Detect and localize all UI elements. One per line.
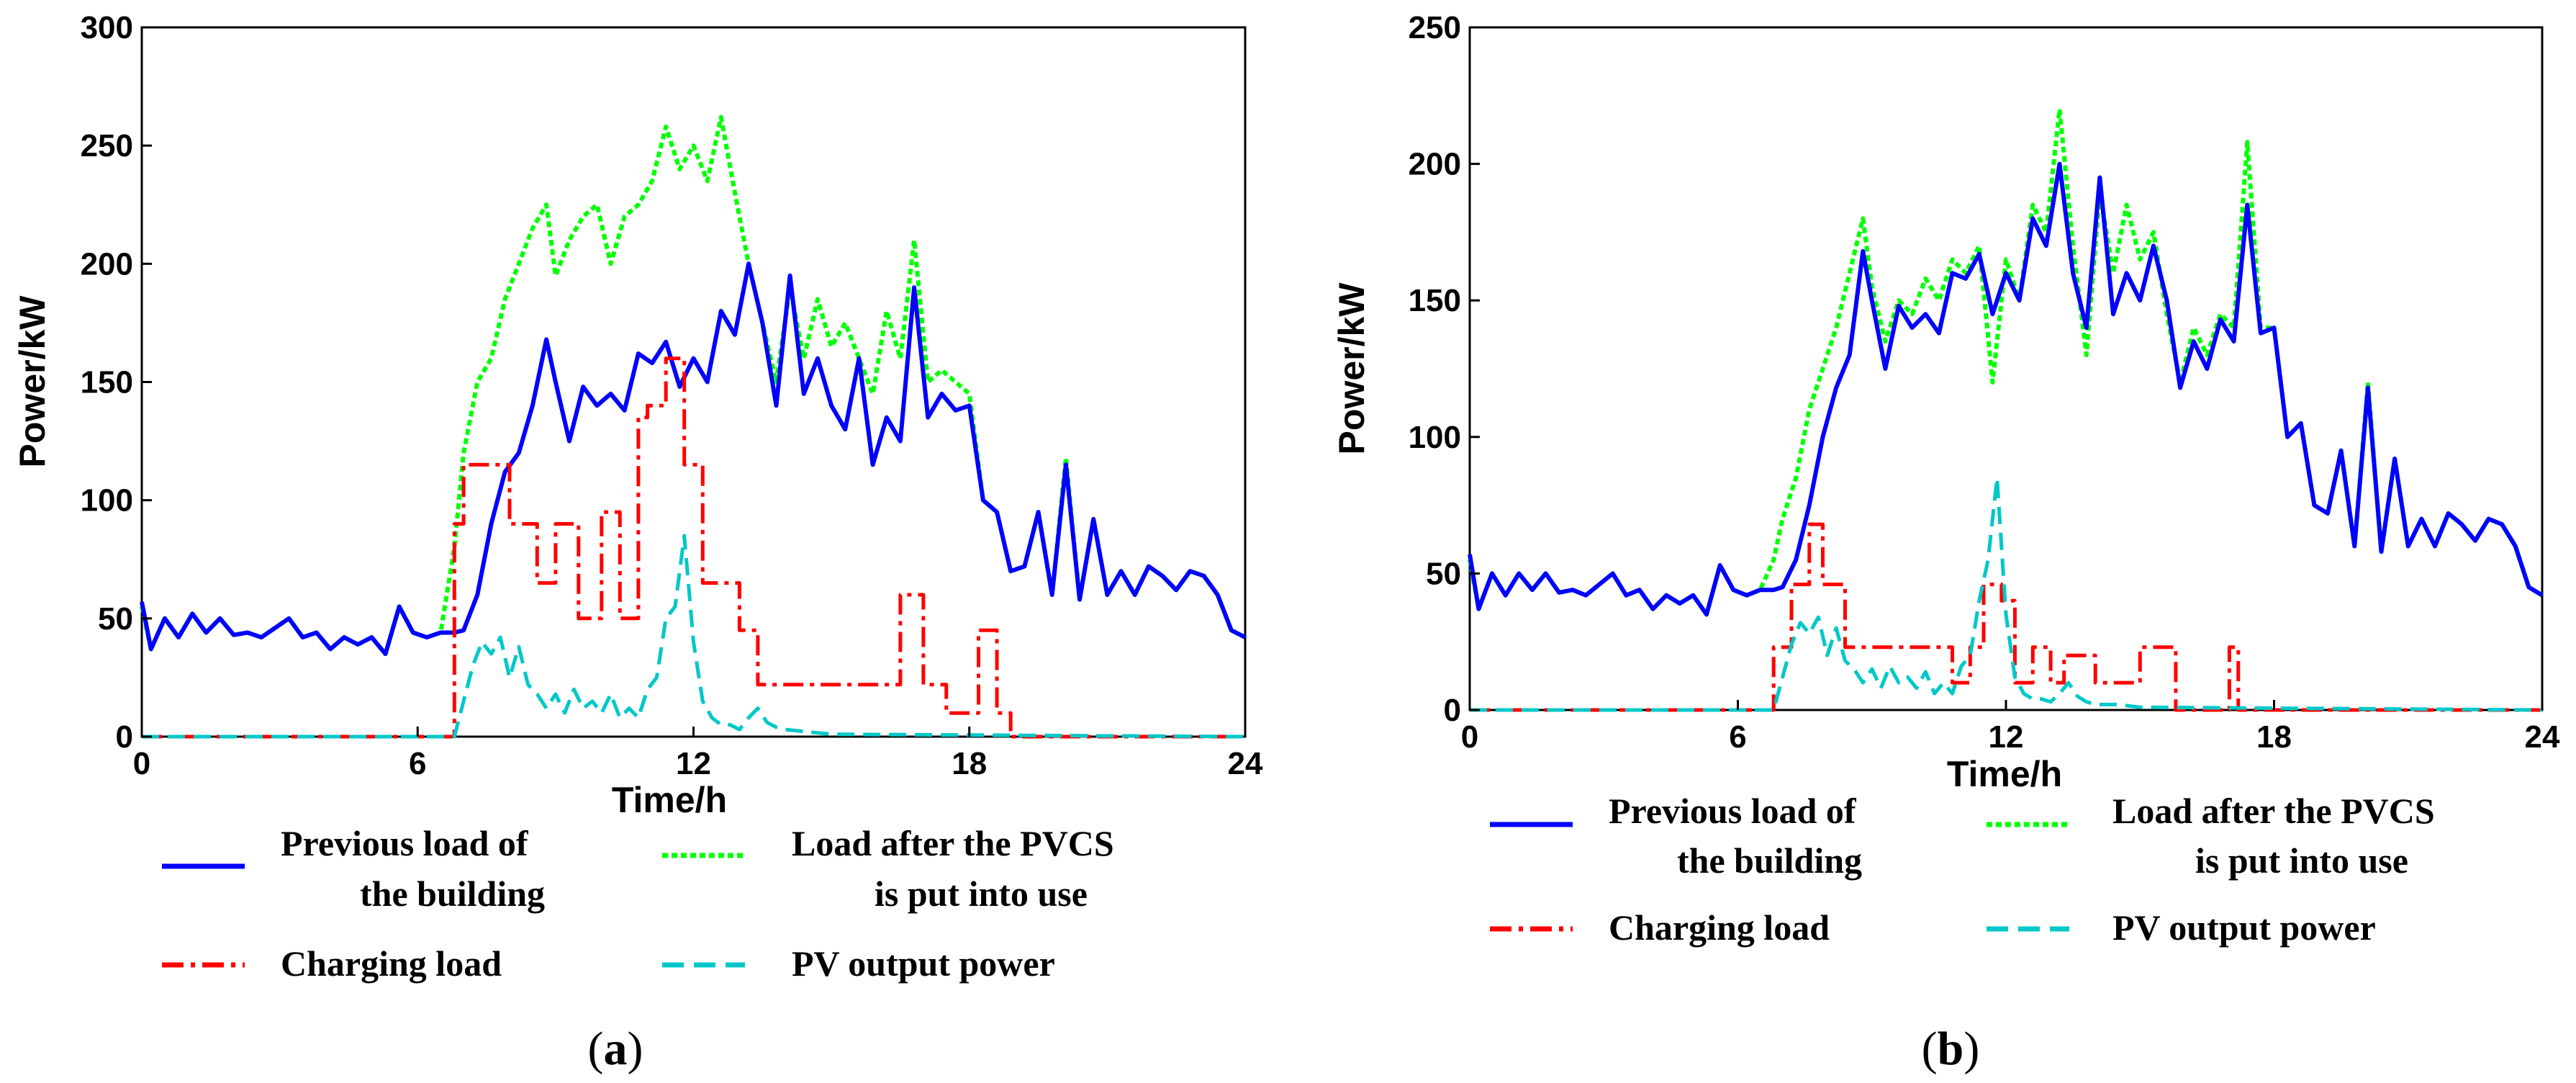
x-tick-label: 18 — [952, 746, 987, 781]
legend-label-previous-load-line1: Previous load of — [281, 823, 529, 863]
legend-label-pv-output: PV output power — [2112, 907, 2376, 948]
x-tick-label: 12 — [1989, 719, 2024, 755]
legend-label-pv-output: PV output power — [792, 943, 1055, 984]
y-tick-label: 100 — [1409, 420, 1461, 455]
y-tick-label: 250 — [1409, 10, 1461, 45]
plot-area-frame — [1468, 26, 2544, 711]
panel-caption-a: (a) — [588, 1023, 643, 1075]
y-axis-label: Power/kW — [1332, 282, 1372, 455]
x-axis-label: Time/h — [1947, 754, 2062, 794]
legend-entry-load-after: Load after the PVCS is put into use — [1987, 791, 2435, 881]
x-tick-label: 24 — [2525, 719, 2560, 755]
legend-label-charging-load: Charging load — [1609, 907, 1830, 948]
x-tick-label: 0 — [133, 746, 150, 781]
series-line-charging-load — [142, 356, 1245, 739]
series-line-charging-load — [1470, 522, 2542, 712]
series-layer — [140, 114, 1247, 739]
legend-entry-previous-load: Previous load of the building — [1490, 791, 1862, 881]
legend-label-load-after-line1: Load after the PVCS — [792, 823, 1114, 863]
x-tick-label: 6 — [1729, 719, 1746, 755]
legend-entry-previous-load: Previous load of the building — [162, 823, 545, 914]
y-tick-label: 100 — [81, 483, 133, 518]
legend: Previous load of the building Load after… — [1490, 791, 2435, 948]
legend-entry-pv-output: PV output power — [662, 943, 1055, 984]
legend-label-previous-load-line2: the building — [360, 873, 545, 914]
y-tick-label: 250 — [81, 128, 133, 163]
plot-area-frame — [140, 26, 1247, 738]
legend-label-previous-load-line2: the building — [1677, 840, 1862, 881]
legend-label-charging-load: Charging load — [281, 943, 502, 984]
y-axis-ticks: 0 50 100 150 200 250 — [1409, 10, 1480, 728]
x-tick-label: 6 — [409, 746, 426, 781]
chart-panel-a: 0 6 12 18 24 0 50 100 150 200 250 300 Time/h Power… — [12, 10, 1263, 1075]
legend-entry-charging-load: Charging load — [1490, 907, 1830, 948]
series-layer — [1468, 107, 2544, 712]
x-axis-label: Time/h — [612, 780, 727, 820]
y-tick-label: 0 — [116, 719, 133, 755]
x-tick-label: 12 — [676, 746, 711, 781]
legend: Previous load of the building Load after… — [162, 823, 1114, 984]
y-tick-label: 200 — [81, 246, 133, 282]
y-tick-label: 150 — [1409, 283, 1461, 318]
y-tick-label: 150 — [81, 365, 133, 400]
y-tick-label: 50 — [1426, 556, 1461, 591]
legend-label-load-after-line1: Load after the PVCS — [2112, 791, 2435, 831]
x-tick-label: 0 — [1461, 719, 1478, 755]
x-axis-ticks: 0 6 12 18 24 — [1461, 700, 2560, 755]
y-axis-ticks: 0 50 100 150 200 250 300 — [81, 10, 152, 755]
y-tick-label: 0 — [1444, 693, 1461, 728]
legend-entry-pv-output: PV output power — [1987, 907, 2376, 948]
legend-label-load-after-line2: is put into use — [875, 873, 1088, 914]
y-tick-label: 200 — [1409, 147, 1461, 182]
legend-label-previous-load-line1: Previous load of — [1609, 791, 1857, 831]
y-tick-label: 50 — [98, 601, 133, 637]
x-tick-label: 24 — [1228, 746, 1263, 781]
chart-panel-b: 0 6 12 18 24 0 50 100 150 200 250 Time/h Power/kW… — [1332, 10, 2560, 1075]
y-tick-label: 300 — [81, 10, 133, 45]
series-line-previous-load — [140, 261, 1247, 657]
x-tick-label: 18 — [2256, 719, 2292, 755]
legend-entry-load-after: Load after the PVCS is put into use — [662, 823, 1114, 914]
legend-label-load-after-line2: is put into use — [2195, 840, 2408, 881]
legend-entry-charging-load: Charging load — [162, 943, 502, 984]
panel-caption-b: (b) — [1922, 1023, 1980, 1075]
series-line-pv-output — [142, 534, 1246, 739]
series-line-pv-output — [1470, 476, 2543, 712]
series-line-previous-load — [1468, 161, 2544, 617]
x-axis-ticks: 0 6 12 18 24 — [133, 727, 1263, 781]
y-axis-label: Power/kW — [12, 295, 53, 468]
